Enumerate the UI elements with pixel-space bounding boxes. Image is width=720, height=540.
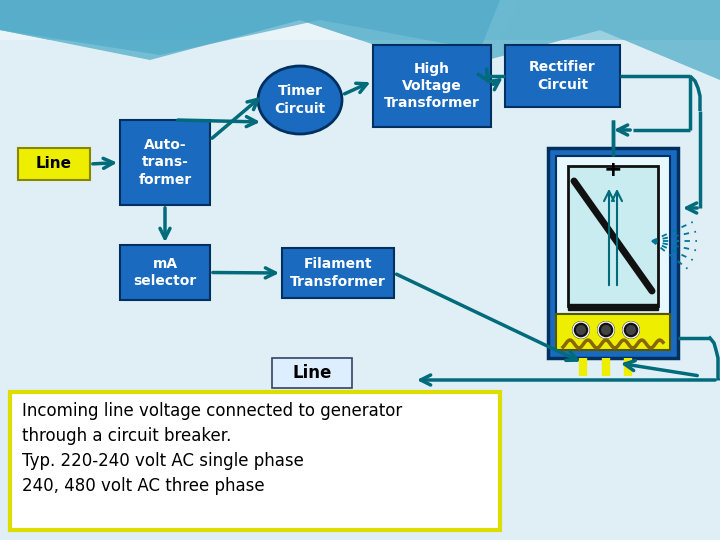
Polygon shape (0, 0, 720, 80)
Text: Line: Line (36, 157, 72, 172)
FancyBboxPatch shape (282, 248, 394, 298)
Circle shape (601, 325, 611, 335)
Text: High
Voltage
Transformer: High Voltage Transformer (384, 62, 480, 110)
Text: Auto-
trans-
former: Auto- trans- former (138, 138, 192, 187)
Polygon shape (0, 0, 720, 55)
Circle shape (598, 322, 614, 338)
Circle shape (573, 322, 589, 338)
Text: Rectifier
Circuit: Rectifier Circuit (529, 60, 596, 92)
Text: Incoming line voltage connected to generator
through a circuit breaker.
Typ. 220: Incoming line voltage connected to gener… (22, 402, 402, 495)
FancyBboxPatch shape (272, 358, 352, 388)
FancyBboxPatch shape (10, 392, 500, 530)
Text: Timer
Circuit: Timer Circuit (274, 84, 325, 116)
FancyBboxPatch shape (120, 120, 210, 205)
FancyBboxPatch shape (120, 245, 210, 300)
FancyBboxPatch shape (18, 148, 90, 180)
Circle shape (623, 322, 639, 338)
FancyBboxPatch shape (568, 304, 658, 310)
FancyBboxPatch shape (373, 45, 491, 127)
Text: mA
selector: mA selector (133, 257, 197, 288)
Polygon shape (0, 0, 500, 55)
FancyBboxPatch shape (548, 148, 678, 358)
Polygon shape (0, 0, 720, 80)
Polygon shape (500, 0, 720, 100)
FancyBboxPatch shape (505, 45, 620, 107)
Ellipse shape (258, 66, 342, 134)
Text: Line: Line (292, 364, 332, 382)
Text: +: + (603, 160, 622, 180)
Text: Filament
Transformer: Filament Transformer (290, 258, 386, 289)
Circle shape (626, 325, 636, 335)
FancyBboxPatch shape (568, 166, 658, 306)
FancyBboxPatch shape (556, 156, 670, 314)
FancyBboxPatch shape (556, 314, 670, 350)
Polygon shape (0, 40, 720, 540)
Circle shape (576, 325, 586, 335)
